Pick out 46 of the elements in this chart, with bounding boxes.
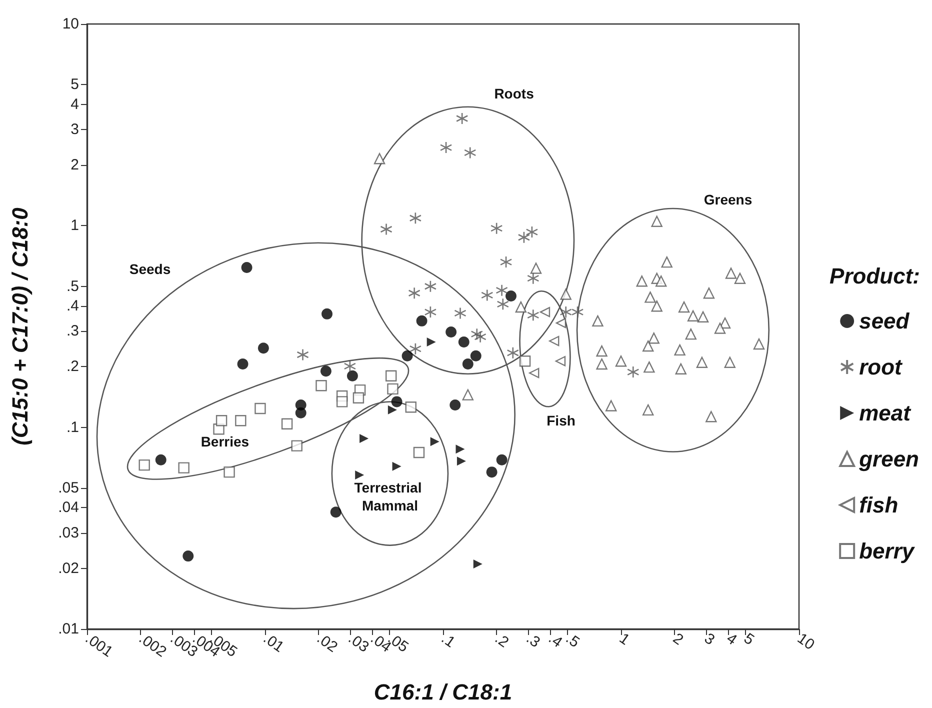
y-tick-label: .04 (58, 499, 79, 516)
annotation: Greens (704, 191, 752, 208)
legend-label: berry (859, 538, 916, 564)
y-tick-label: 2 (70, 156, 79, 174)
annotation: Terrestrial Mammal (354, 480, 426, 514)
y-tick-label: .1 (66, 418, 79, 436)
legend-label: meat (859, 400, 912, 426)
x-tick-label: 4 (723, 630, 740, 649)
x-tick-label: 3 (701, 630, 718, 649)
y-tick-label: .03 (58, 524, 79, 542)
legend-label: root (859, 354, 904, 380)
y-tick-label: .05 (58, 480, 79, 497)
x-tick-label: .002 (136, 630, 170, 661)
y-tick-label: .5 (66, 278, 79, 295)
x-tick-label: .4 (545, 630, 566, 652)
x-tick-label: .5 (562, 630, 583, 652)
y-tick-label: 10 (62, 16, 79, 32)
legend-label: seed (859, 308, 910, 334)
y-tick-label: 4 (70, 96, 79, 113)
x-tick-label: 2 (670, 630, 686, 649)
annotation: Berries (200, 433, 250, 450)
x-tick-label: 5 (740, 630, 758, 649)
x-tick-label: .03 (345, 630, 372, 656)
legend-label: green (858, 446, 920, 472)
legend-title: Product: (830, 264, 920, 288)
x-tick-label: .01 (260, 630, 287, 656)
x-tick-label: .2 (492, 630, 512, 652)
annotation: Fish (546, 412, 576, 429)
x-tick-label: .02 (314, 630, 341, 656)
annotation: Roots (494, 86, 534, 102)
x-tick-label: 10 (794, 630, 818, 654)
y-tick-label: 3 (70, 120, 79, 138)
y-tick-label: 5 (70, 76, 79, 94)
y-tick-label: .4 (66, 297, 79, 314)
x-tick-label: 1 (616, 630, 633, 649)
x-tick-label: .001 (82, 630, 116, 661)
y-tick-label: 1 (70, 217, 79, 234)
annotation: Seeds (129, 261, 171, 278)
x-tick-label: .1 (438, 630, 458, 652)
y-axis-title: (C15:0 + C17:0) / C18:0 (8, 206, 32, 446)
x-axis-title: C16:1 / C18:1 (374, 680, 512, 704)
y-tick-label: .2 (66, 358, 79, 376)
y-tick-label: .3 (66, 322, 79, 340)
x-tick-label: .3 (523, 630, 544, 652)
legend-label: fish (859, 492, 898, 518)
y-tick-label: .02 (58, 560, 79, 577)
